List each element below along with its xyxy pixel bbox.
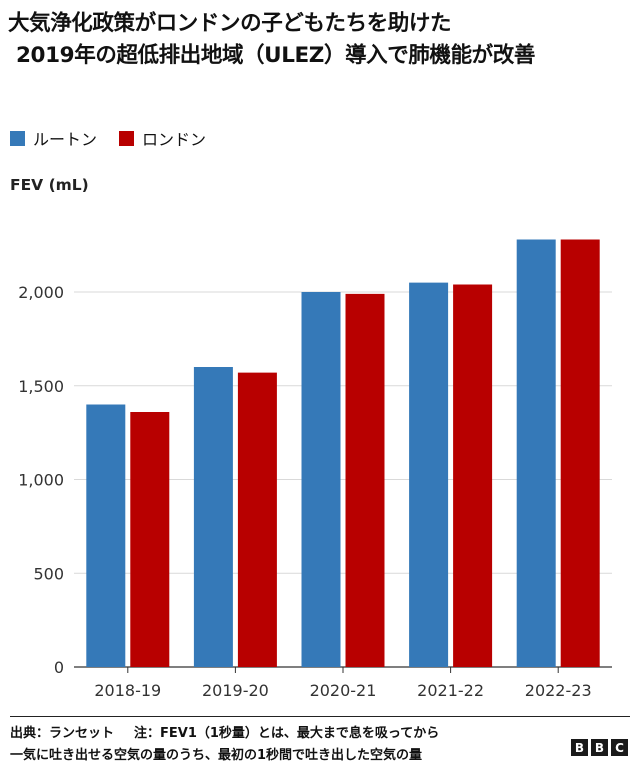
bar-luton-2019-20 [193, 367, 233, 667]
chart-title: 大気浄化政策がロンドンの子どもたちを助けた 2019年の超低排出地域（ULEZ）… [8, 8, 634, 72]
x-tick-label: 2019-20 [202, 681, 269, 700]
bar-london-2022-23 [560, 239, 600, 667]
y-tick-label: 500 [33, 564, 64, 583]
footer-divider [10, 716, 630, 717]
legend-item-london: ロンドン [119, 126, 206, 150]
note-line-2: 一気に吐き出せる空気の量のうち、最初の1秒間で吐き出した空気の量 [10, 748, 423, 763]
legend: ルートン ロンドン [10, 124, 228, 152]
bar-luton-2021-22 [409, 282, 449, 667]
bar-luton-2018-19 [86, 404, 126, 667]
bbc-logo-letter: B [591, 739, 608, 756]
y-tick-label: 1,000 [18, 471, 64, 490]
bbc-logo-letter: C [611, 739, 628, 756]
x-tick-label: 2022-23 [525, 681, 592, 700]
legend-item-luton: ルートン [10, 126, 97, 150]
source-text: 出典：ランセット [10, 726, 115, 741]
legend-label-london: ロンドン [142, 130, 207, 149]
legend-swatch-london [119, 130, 135, 146]
bar-london-2019-20 [237, 372, 277, 667]
y-tick-label: 2,000 [18, 283, 64, 302]
x-tick-label: 2021-22 [417, 681, 484, 700]
bbc-logo: B B C [571, 739, 628, 756]
bar-luton-2020-21 [301, 292, 341, 667]
y-tick-label: 1,500 [18, 377, 64, 396]
bbc-logo-letter: B [571, 739, 588, 756]
bar-london-2021-22 [453, 284, 493, 667]
bar-luton-2022-23 [516, 239, 556, 667]
source-note: 出典：ランセット 注：FEV1（1秒量）とは、最大まで息を吸ってから 一気に吐き出… [10, 723, 530, 767]
bar-london-2020-21 [345, 293, 385, 667]
y-axis-unit-label: FEV (mL) [10, 176, 89, 194]
title-line-1: 大気浄化政策がロンドンの子どもたちを助けた [8, 11, 452, 36]
x-tick-label: 2020-21 [310, 681, 377, 700]
bar-london-2018-19 [130, 412, 170, 667]
title-line-2: 2019年の超低排出地域（ULEZ）導入で肺機能が改善 [16, 43, 535, 68]
x-tick-label: 2018-19 [94, 681, 161, 700]
legend-label-luton: ルートン [33, 130, 98, 149]
note-line-1: 注：FEV1（1秒量）とは、最大まで息を吸ってから [134, 726, 440, 741]
y-tick-label: 0 [54, 658, 64, 677]
bar-chart: 0 500 1,000 1,500 2,000 2018-19 2019-20 2020-21… [18, 239, 612, 700]
legend-swatch-luton [10, 130, 25, 146]
